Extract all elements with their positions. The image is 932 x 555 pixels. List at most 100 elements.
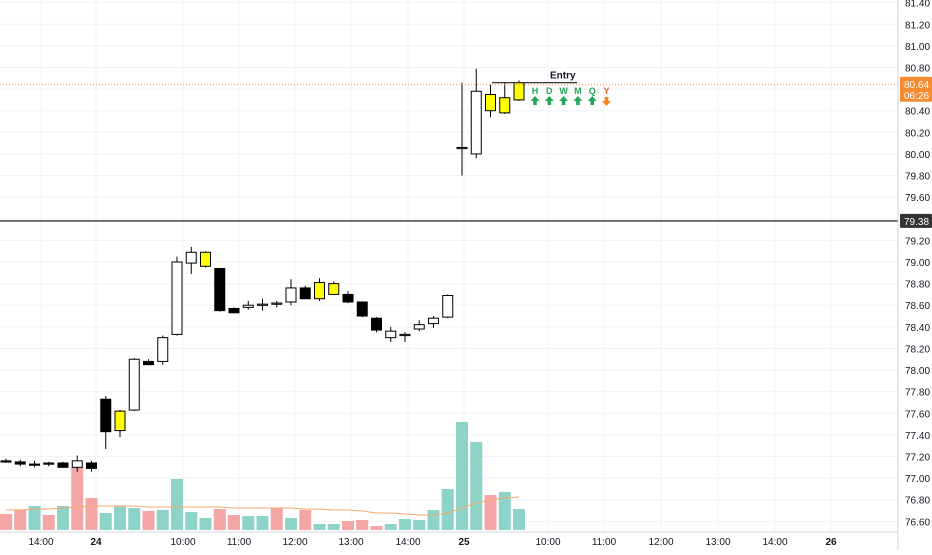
candle-body bbox=[200, 251, 211, 267]
time-tick-label: 14:00 bbox=[28, 537, 53, 548]
time-tick-label: 24 bbox=[90, 537, 102, 548]
volume-bar bbox=[128, 508, 141, 530]
time-tick-label: 13:00 bbox=[705, 537, 730, 548]
axis-corner bbox=[899, 533, 932, 550]
time-tick-label: 25 bbox=[458, 537, 470, 548]
candle-body bbox=[442, 295, 454, 318]
reference-price-badge bbox=[900, 213, 932, 228]
volume-bar bbox=[484, 495, 497, 530]
candle-body bbox=[214, 267, 226, 312]
volume-bar bbox=[0, 514, 12, 530]
volume-bar bbox=[156, 510, 169, 530]
entry-label: Entry bbox=[550, 71, 576, 82]
price-tick-label: 78.40 bbox=[905, 323, 930, 334]
arrow-up-icon bbox=[573, 96, 583, 105]
candle-body bbox=[299, 287, 311, 300]
volume-bar bbox=[356, 520, 369, 530]
candle-body bbox=[157, 337, 169, 362]
volume-bar bbox=[342, 521, 354, 530]
volume-moving-average bbox=[6, 496, 520, 516]
volume-bar bbox=[142, 511, 155, 530]
candle-body bbox=[399, 333, 411, 337]
timeframe-label: H bbox=[532, 86, 539, 96]
candle-body bbox=[0, 460, 12, 463]
time-tick-label: 12:00 bbox=[648, 537, 673, 548]
volume-bar bbox=[384, 524, 397, 530]
volume-bar bbox=[171, 479, 183, 530]
arrow-down-icon bbox=[602, 97, 611, 106]
timeframe-label: Y bbox=[603, 86, 609, 96]
volume-bar bbox=[313, 524, 326, 530]
volume-bar bbox=[413, 520, 426, 530]
volume-bar bbox=[370, 526, 383, 530]
candle-body bbox=[57, 462, 69, 468]
price-tick-label: 81.20 bbox=[905, 20, 930, 31]
price-tick-label: 78.20 bbox=[905, 344, 930, 355]
candle-body bbox=[29, 463, 40, 466]
volume-bar bbox=[456, 422, 468, 530]
volume-bar bbox=[71, 467, 84, 530]
candle-body bbox=[14, 461, 26, 465]
volume-bar bbox=[185, 512, 198, 530]
volume-bar bbox=[327, 524, 340, 530]
volume-layer bbox=[0, 422, 525, 530]
volume-bar bbox=[427, 510, 440, 530]
arrow-up-icon bbox=[559, 96, 569, 105]
volume-bar bbox=[14, 510, 27, 530]
volume-bar bbox=[85, 498, 98, 530]
arrow-up-icon bbox=[587, 96, 597, 105]
volume-bar bbox=[28, 506, 41, 530]
price-tick-label: 77.00 bbox=[905, 474, 930, 485]
candle-body bbox=[356, 301, 368, 317]
candle-body bbox=[271, 302, 283, 305]
price-tick-label: 80.20 bbox=[905, 128, 930, 139]
time-tick-label: 12:00 bbox=[282, 537, 307, 548]
candle-body bbox=[242, 304, 254, 308]
time-tick-label: 26 bbox=[825, 537, 837, 548]
price-tick-label: 77.80 bbox=[905, 388, 930, 399]
candle-body bbox=[328, 283, 340, 295]
candle-body bbox=[257, 303, 268, 306]
price-tick-label: 79.00 bbox=[905, 258, 930, 269]
timeframe-label: D bbox=[546, 86, 553, 96]
timeframe-label: W bbox=[559, 86, 568, 96]
volume-bar bbox=[114, 506, 126, 530]
time-tick-label: 14:00 bbox=[762, 537, 787, 548]
price-tick-label: 80.40 bbox=[905, 107, 930, 118]
arrow-up-icon bbox=[544, 96, 554, 105]
candle-body bbox=[71, 460, 83, 468]
volume-bar bbox=[285, 518, 297, 530]
timeframe-label: Q bbox=[589, 86, 596, 96]
price-tick-label: 77.60 bbox=[905, 409, 930, 420]
price-tick-label: 76.80 bbox=[905, 496, 930, 507]
volume-bar bbox=[256, 516, 269, 530]
volume-bar bbox=[498, 492, 511, 530]
arrow-up-icon bbox=[530, 96, 540, 105]
grid-layer bbox=[0, 0, 898, 532]
price-tick-label: 79.60 bbox=[905, 193, 930, 204]
volume-bar bbox=[299, 510, 312, 530]
candle-body bbox=[143, 360, 154, 366]
volume-bar bbox=[99, 513, 112, 530]
candle-body bbox=[285, 287, 297, 303]
candle-body bbox=[470, 90, 482, 155]
line-layer bbox=[0, 84, 898, 222]
price-tick-label: 77.20 bbox=[905, 453, 930, 464]
volume-bar bbox=[228, 515, 240, 530]
price-tick-label: 79.20 bbox=[905, 236, 930, 247]
price-tick-label: 78.60 bbox=[905, 301, 930, 312]
candle-body bbox=[185, 251, 197, 264]
annotation-layer: Entry H D W M Q Y bbox=[492, 71, 611, 106]
time-tick-label: 11:00 bbox=[227, 537, 252, 548]
volume-bar bbox=[470, 442, 483, 530]
volume-bar bbox=[199, 518, 212, 530]
timeframe-label: M bbox=[574, 86, 582, 96]
candle-body bbox=[485, 94, 496, 112]
time-tick-label: 11:00 bbox=[592, 537, 617, 548]
current-price-badge bbox=[900, 76, 932, 102]
reference-price-value: 79.38 bbox=[904, 217, 929, 228]
candle-body bbox=[100, 398, 112, 433]
price-tick-label: 78.00 bbox=[905, 366, 930, 377]
